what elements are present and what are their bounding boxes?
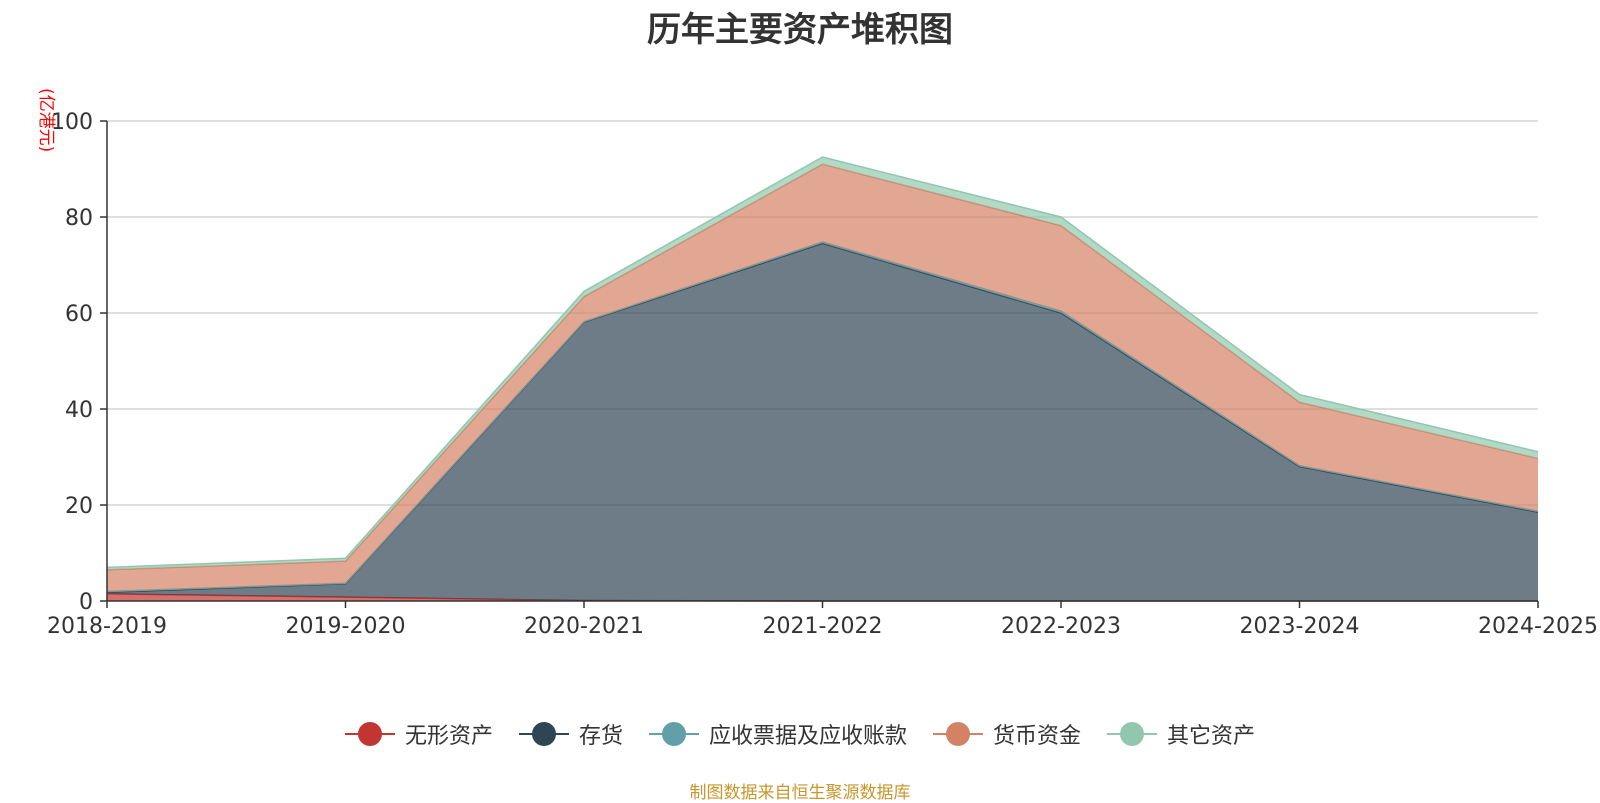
y-tick-label: 60 (65, 302, 93, 327)
legend-marker-icon (518, 721, 569, 747)
series-area (107, 164, 1538, 592)
series-areas (106, 156, 1539, 602)
legend-item[interactable]: 应收票据及应收账款 (648, 718, 907, 750)
legend-item[interactable]: 货币资金 (933, 718, 1081, 750)
legend-item[interactable]: 存货 (518, 718, 623, 750)
x-tick-label: 2019-2020 (286, 614, 406, 639)
x-tick-label: 2024-2025 (1478, 614, 1598, 639)
y-tick-label: 0 (79, 590, 93, 615)
axes: 0 20 40 60 80 100 2018-2019 2019-2020 2020-2021 2… (47, 110, 1598, 639)
legend: 无形资产 存货 应收票据及应收账款 货币资金 其它资产 (0, 718, 1600, 750)
legend-label: 其它资产 (1167, 724, 1256, 749)
series-line (106, 156, 1539, 569)
legend-label: 货币资金 (993, 724, 1082, 749)
x-tick-label: 2020-2021 (524, 614, 644, 639)
legend-marker-icon (648, 721, 699, 747)
series-area (107, 157, 1538, 570)
legend-item[interactable]: 其它资产 (1107, 718, 1255, 750)
legend-label: 存货 (578, 724, 623, 749)
y-tick-label: 40 (65, 398, 93, 423)
legend-marker-icon (933, 721, 983, 747)
x-tick-label: 2023-2024 (1240, 614, 1360, 639)
source-note: 制图数据来自恒生聚源数据库 (689, 783, 911, 803)
legend-marker-icon (1107, 721, 1158, 747)
legend-label: 应收票据及应收账款 (708, 724, 907, 749)
legend-label: 无形资产 (404, 724, 493, 749)
y-tick-label: 20 (65, 494, 93, 519)
series-area (107, 243, 1538, 601)
legend-marker-icon (344, 721, 395, 747)
y-tick-label: 100 (51, 110, 93, 135)
chart-title: 历年主要资产堆积图 (647, 10, 953, 50)
x-tick-label: 2018-2019 (47, 614, 167, 639)
x-tick-label: 2021-2022 (763, 614, 883, 639)
legend-item[interactable]: 无形资产 (344, 718, 493, 750)
y-tick-label: 80 (65, 206, 93, 231)
x-tick-label: 2022-2023 (1001, 614, 1121, 639)
